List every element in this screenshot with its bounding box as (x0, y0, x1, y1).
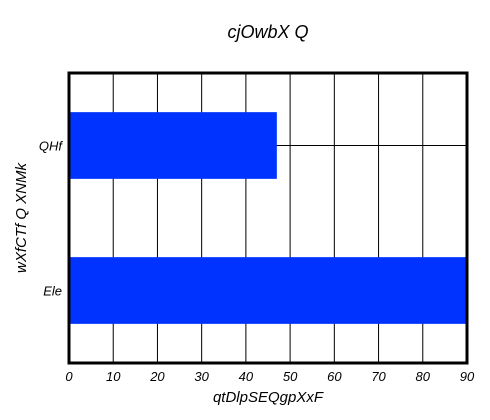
chart-title: cjOwbX Q (227, 22, 308, 42)
x-tick-label: 40 (239, 369, 254, 384)
x-tick-label: 50 (283, 369, 298, 384)
plot-area-border (67, 71, 469, 365)
x-tick-label: 10 (106, 369, 121, 384)
x-tick-label: 60 (327, 369, 342, 384)
y-tick-labels: QHf Ele (39, 139, 64, 299)
y-tick-label: Ele (43, 284, 62, 299)
y-axis-label: wXfCTf Q XNMk (13, 162, 30, 274)
x-tick-label: 30 (194, 369, 209, 384)
bar (69, 257, 467, 324)
x-tick-label: 0 (65, 369, 73, 384)
x-tick-label: 20 (149, 369, 165, 384)
bar (69, 112, 277, 179)
x-axis-label: qtDlpSEQgpXxF (213, 389, 324, 406)
x-tick-label: 70 (371, 369, 386, 384)
x-tick-label: 80 (416, 369, 431, 384)
y-tick-label: QHf (39, 139, 64, 154)
bars (69, 112, 467, 324)
x-tick-label: 90 (460, 369, 475, 384)
x-tick-labels: 0 10 20 30 40 50 60 70 80 90 (65, 369, 475, 384)
